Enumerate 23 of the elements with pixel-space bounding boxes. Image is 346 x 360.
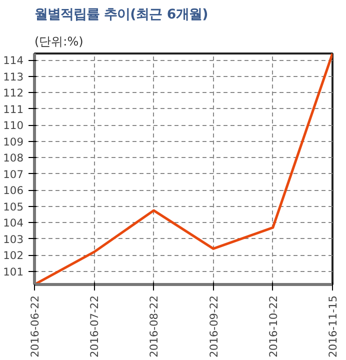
y-tick-label: 110 xyxy=(3,119,24,132)
x-tick-label: 2016-11-15 xyxy=(326,295,340,358)
y-tick-label: 108 xyxy=(3,152,24,165)
y-tick-label: 102 xyxy=(3,249,24,262)
x-tick-label: 2016-09-22 xyxy=(207,295,220,358)
text: (단위:%) xyxy=(34,34,84,48)
x-tick-label: 2016-10-22 xyxy=(266,295,280,358)
chart-title: 월별적립률 추이(최근 6개월) xyxy=(34,8,208,22)
y-tick-label: 106 xyxy=(3,184,24,198)
x-tick-label: 2016-06-22 xyxy=(28,295,42,358)
y-tick-label: 104 xyxy=(3,216,24,230)
y-tick-label: 109 xyxy=(3,135,24,148)
y-tick-label: 103 xyxy=(3,232,24,246)
y-tick-label: 114 xyxy=(3,54,24,68)
y-tick-label: 112 xyxy=(3,86,24,100)
line-series xyxy=(34,54,332,284)
y-tick-label: 105 xyxy=(3,200,24,214)
x-tick-label: 2016-08-22 xyxy=(148,295,161,358)
x-tick-label: 2016-07-22 xyxy=(88,295,102,358)
y-tick-label: 107 xyxy=(3,168,24,181)
y-tick-label: 111 xyxy=(3,102,24,116)
y-tick-label: 113 xyxy=(3,70,24,84)
y-tick-label: 101 xyxy=(3,265,24,278)
